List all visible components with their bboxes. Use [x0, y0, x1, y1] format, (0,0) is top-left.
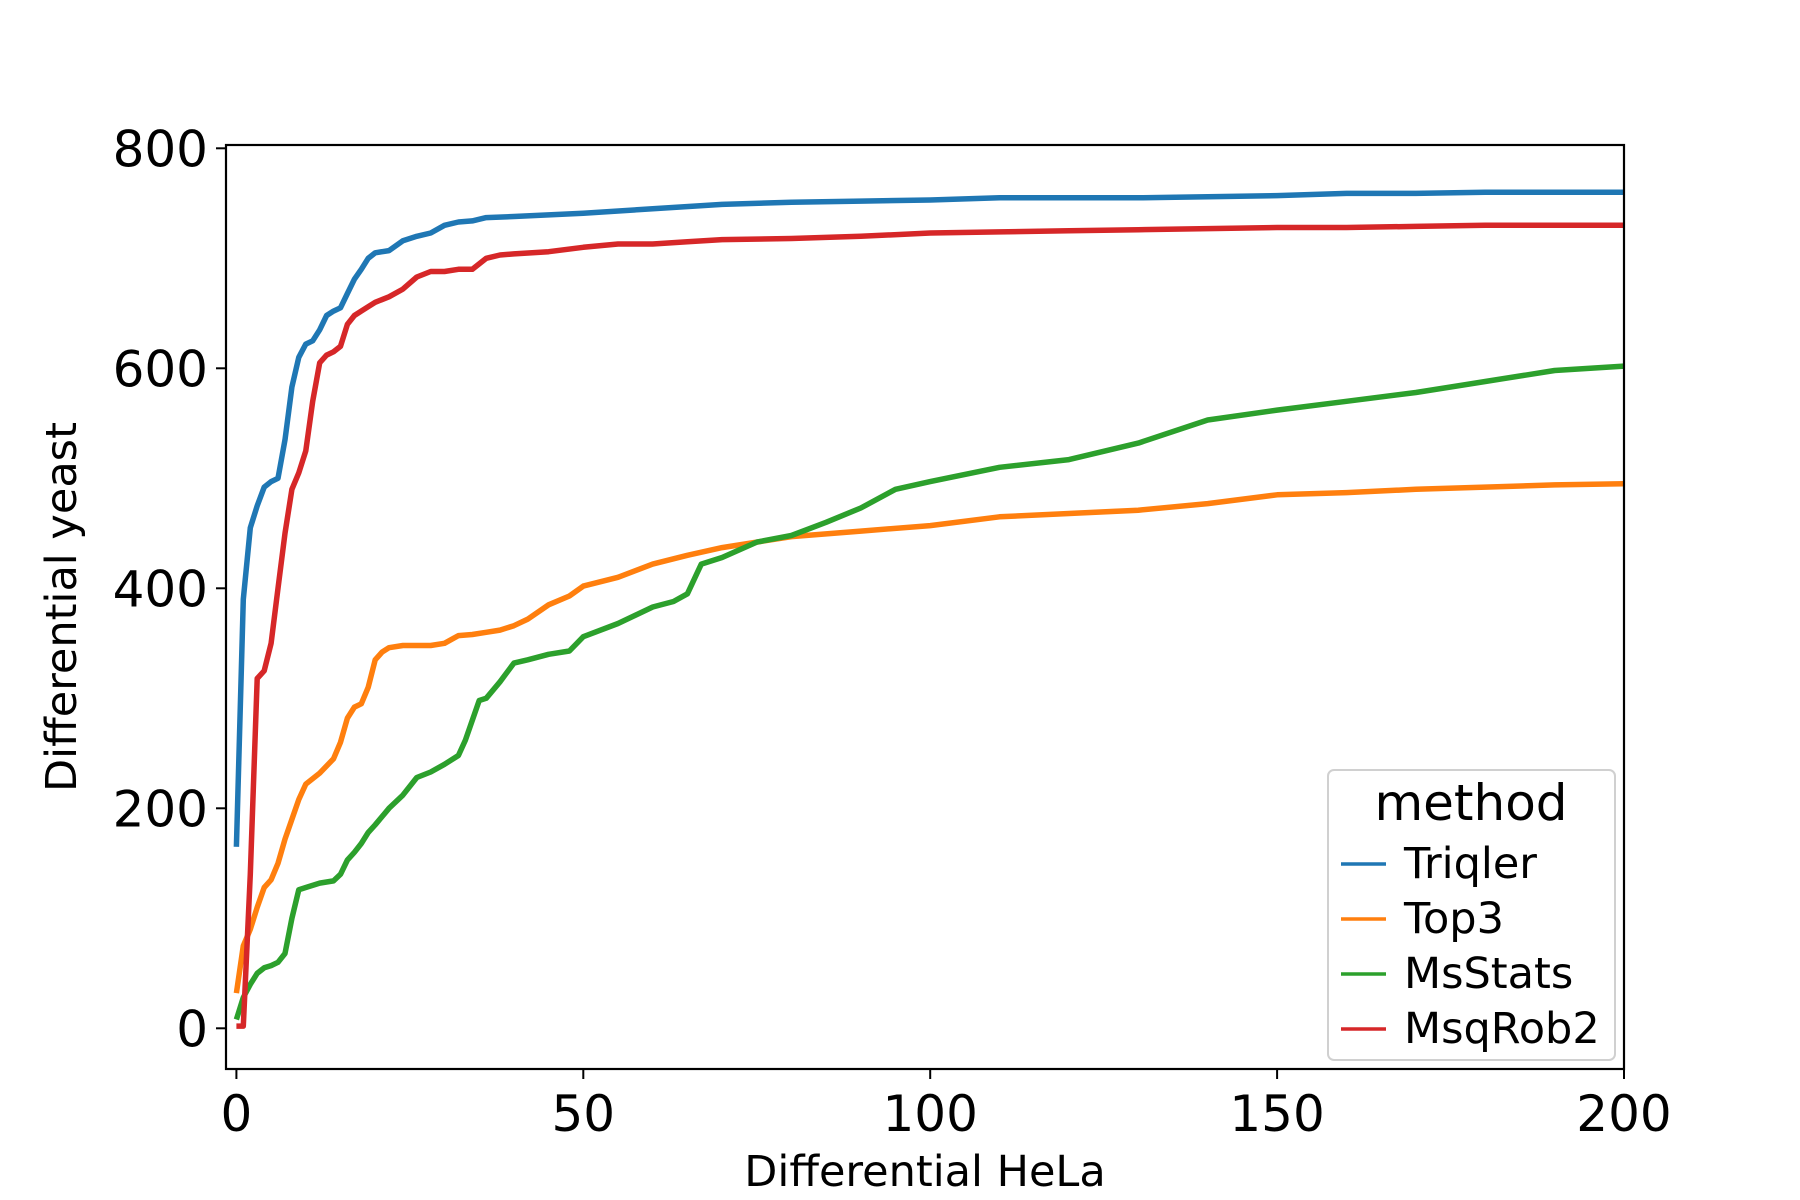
x-tick-label: 100 [882, 1085, 977, 1143]
legend-title: method [1374, 774, 1567, 832]
x-tick-label: 150 [1229, 1085, 1324, 1143]
legend-label-top3: Top3 [1403, 894, 1504, 944]
y-tick-label: 400 [113, 560, 208, 618]
series-line-top3 [233, 481, 1625, 994]
legend-label-msstats: MsStats [1404, 949, 1573, 999]
y-tick-label: 800 [113, 120, 208, 178]
y-axis: 0 200 400 600 800 [113, 120, 226, 1058]
series-line-triqler [233, 189, 1624, 847]
y-axis-label: Differential yeast [37, 422, 87, 792]
y-tick-label: 200 [113, 780, 208, 838]
legend-label-msqrob2: MsqRob2 [1404, 1004, 1600, 1054]
series-layer [233, 189, 1625, 1029]
x-tick-label: 50 [551, 1085, 615, 1143]
x-tick-label: 200 [1576, 1085, 1671, 1143]
x-tick-label: 0 [221, 1085, 253, 1143]
legend-box [1327, 769, 1616, 1061]
legend-label-triqler: Triqler [1403, 839, 1537, 889]
y-tick-label: 600 [113, 340, 208, 398]
series-line-msstats [233, 363, 1625, 1021]
x-axis-label: Differential HeLa [744, 1147, 1105, 1197]
y-tick-label: 0 [176, 1000, 208, 1058]
plot-frame [224, 143, 1626, 1071]
x-axis: 0 50 100 150 200 [221, 1069, 1672, 1143]
series-line-msqrob2 [236, 222, 1624, 1029]
